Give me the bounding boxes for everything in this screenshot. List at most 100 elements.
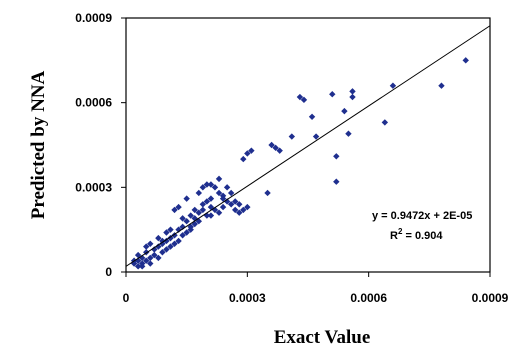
data-point [159, 237, 166, 245]
x-tick-label: 0.0006 [350, 291, 387, 305]
data-point [147, 240, 154, 247]
data-point [248, 147, 255, 154]
data-point [341, 107, 348, 115]
data-point [138, 263, 146, 270]
data-point [300, 96, 308, 104]
data-point [191, 215, 198, 222]
data-point [349, 88, 356, 95]
data-point [183, 229, 190, 236]
data-point [381, 119, 389, 126]
data-point [268, 141, 275, 149]
data-point [167, 226, 174, 233]
x-axis-title: Exact Value [274, 327, 371, 348]
data-point [329, 91, 336, 98]
data-point [155, 254, 162, 262]
data-point [134, 263, 142, 270]
data-point [232, 206, 239, 214]
x-tick-label: 0.0009 [472, 291, 509, 305]
data-point [187, 212, 194, 219]
data-point [207, 181, 215, 188]
y-tick-label: 0.0009 [75, 11, 112, 25]
data-point [207, 212, 215, 219]
data-point [199, 201, 207, 208]
data-points [130, 57, 469, 270]
data-point [187, 226, 194, 233]
data-point [215, 189, 223, 197]
data-point [312, 133, 320, 140]
data-point [438, 82, 445, 89]
data-point [227, 189, 235, 197]
data-point [349, 93, 356, 101]
data-point [264, 189, 271, 197]
x-tick-label: 0.0003 [229, 291, 266, 305]
data-point [175, 226, 182, 233]
data-point [151, 246, 158, 253]
data-point [163, 229, 170, 236]
y-tick-label: 0.0003 [75, 180, 112, 194]
data-point [179, 215, 186, 222]
data-point [276, 147, 283, 154]
data-point [223, 184, 231, 191]
x-tick-label: 0 [123, 291, 130, 305]
plot-area [121, 17, 491, 277]
data-point [227, 201, 235, 208]
data-point [345, 130, 352, 137]
data-point [462, 57, 469, 64]
data-point [333, 153, 340, 160]
data-point [151, 251, 158, 259]
trendline-group [125, 25, 491, 267]
trendline-equation: y = 0.9472x + 2E-05 [372, 210, 472, 222]
data-point [215, 209, 223, 216]
data-point [240, 155, 247, 163]
trendline [125, 25, 491, 267]
data-point [163, 246, 170, 253]
data-point [163, 237, 170, 245]
data-point [143, 257, 150, 264]
data-point [171, 240, 178, 247]
data-point [211, 184, 219, 191]
data-point [244, 203, 251, 211]
data-point [195, 209, 202, 216]
data-point [134, 251, 142, 259]
data-point [219, 195, 227, 202]
data-point [219, 203, 227, 211]
data-point [207, 195, 215, 202]
data-point [183, 218, 190, 225]
data-point [199, 184, 207, 191]
data-point [240, 206, 247, 214]
data-point [191, 206, 198, 214]
data-point [389, 82, 397, 89]
x-tick-labels: 0 0.0003 0.0006 0.0009 [123, 291, 509, 305]
data-point [159, 249, 166, 256]
data-point [308, 113, 316, 120]
data-point [236, 201, 243, 208]
data-point [199, 206, 207, 214]
data-point [296, 93, 304, 101]
data-point [171, 206, 178, 214]
data-point [167, 243, 174, 250]
y-tick-labels: 0 0.0003 0.0006 0.0009 [75, 11, 112, 279]
data-point [134, 257, 142, 264]
data-point [232, 198, 239, 205]
r-squared-label: R2 = 0.904 [390, 227, 443, 242]
data-point [195, 189, 202, 197]
data-point [155, 243, 162, 250]
data-point [155, 234, 162, 242]
data-point [147, 260, 154, 267]
data-point [183, 195, 190, 202]
data-point [203, 198, 211, 205]
data-point [288, 133, 296, 140]
data-point [244, 150, 251, 157]
data-point [143, 249, 150, 256]
data-point [167, 234, 174, 242]
data-point [223, 198, 231, 205]
data-point [147, 254, 154, 262]
data-point [272, 144, 279, 152]
data-point [203, 181, 211, 188]
data-point [333, 178, 340, 185]
data-point [215, 175, 223, 183]
data-point [143, 243, 150, 250]
data-point [175, 237, 182, 245]
y-axis-title: Predicted by NNA [28, 70, 49, 219]
